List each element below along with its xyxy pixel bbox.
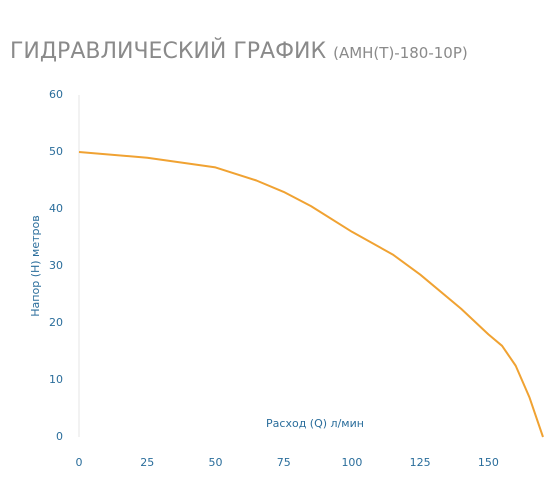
- x-tick-label: 75: [277, 456, 291, 469]
- data-line: [78, 151, 544, 438]
- y-tick-label: 50: [49, 145, 63, 158]
- x-tick-label: 100: [341, 456, 362, 469]
- title: ГИДРАВЛИЧЕСКИЙ ГРАФИК: [10, 38, 326, 64]
- x-tick-label: 125: [410, 456, 431, 469]
- y-tick-label: 10: [49, 373, 63, 386]
- y-tick-label: 0: [56, 430, 63, 443]
- x-tick-label: 50: [208, 456, 222, 469]
- y-tick-label: 60: [49, 88, 63, 101]
- y-tick-label: 30: [49, 259, 63, 272]
- y-tick-label: 20: [49, 316, 63, 329]
- x-axis-label: Расход (Q) л/мин: [266, 417, 364, 430]
- subtitle: (АМН(Т)-180-10Р): [333, 44, 468, 62]
- x-tick-label: 150: [478, 456, 499, 469]
- x-tick-label: 25: [140, 456, 154, 469]
- y-axis-label: Напор (Н) метров: [29, 215, 42, 316]
- y-tick-label: 40: [49, 202, 63, 215]
- chart-title: ГИДРАВЛИЧЕСКИЙ ГРАФИК (АМН(Т)-180-10Р): [10, 38, 468, 64]
- x-tick-label: 0: [76, 456, 83, 469]
